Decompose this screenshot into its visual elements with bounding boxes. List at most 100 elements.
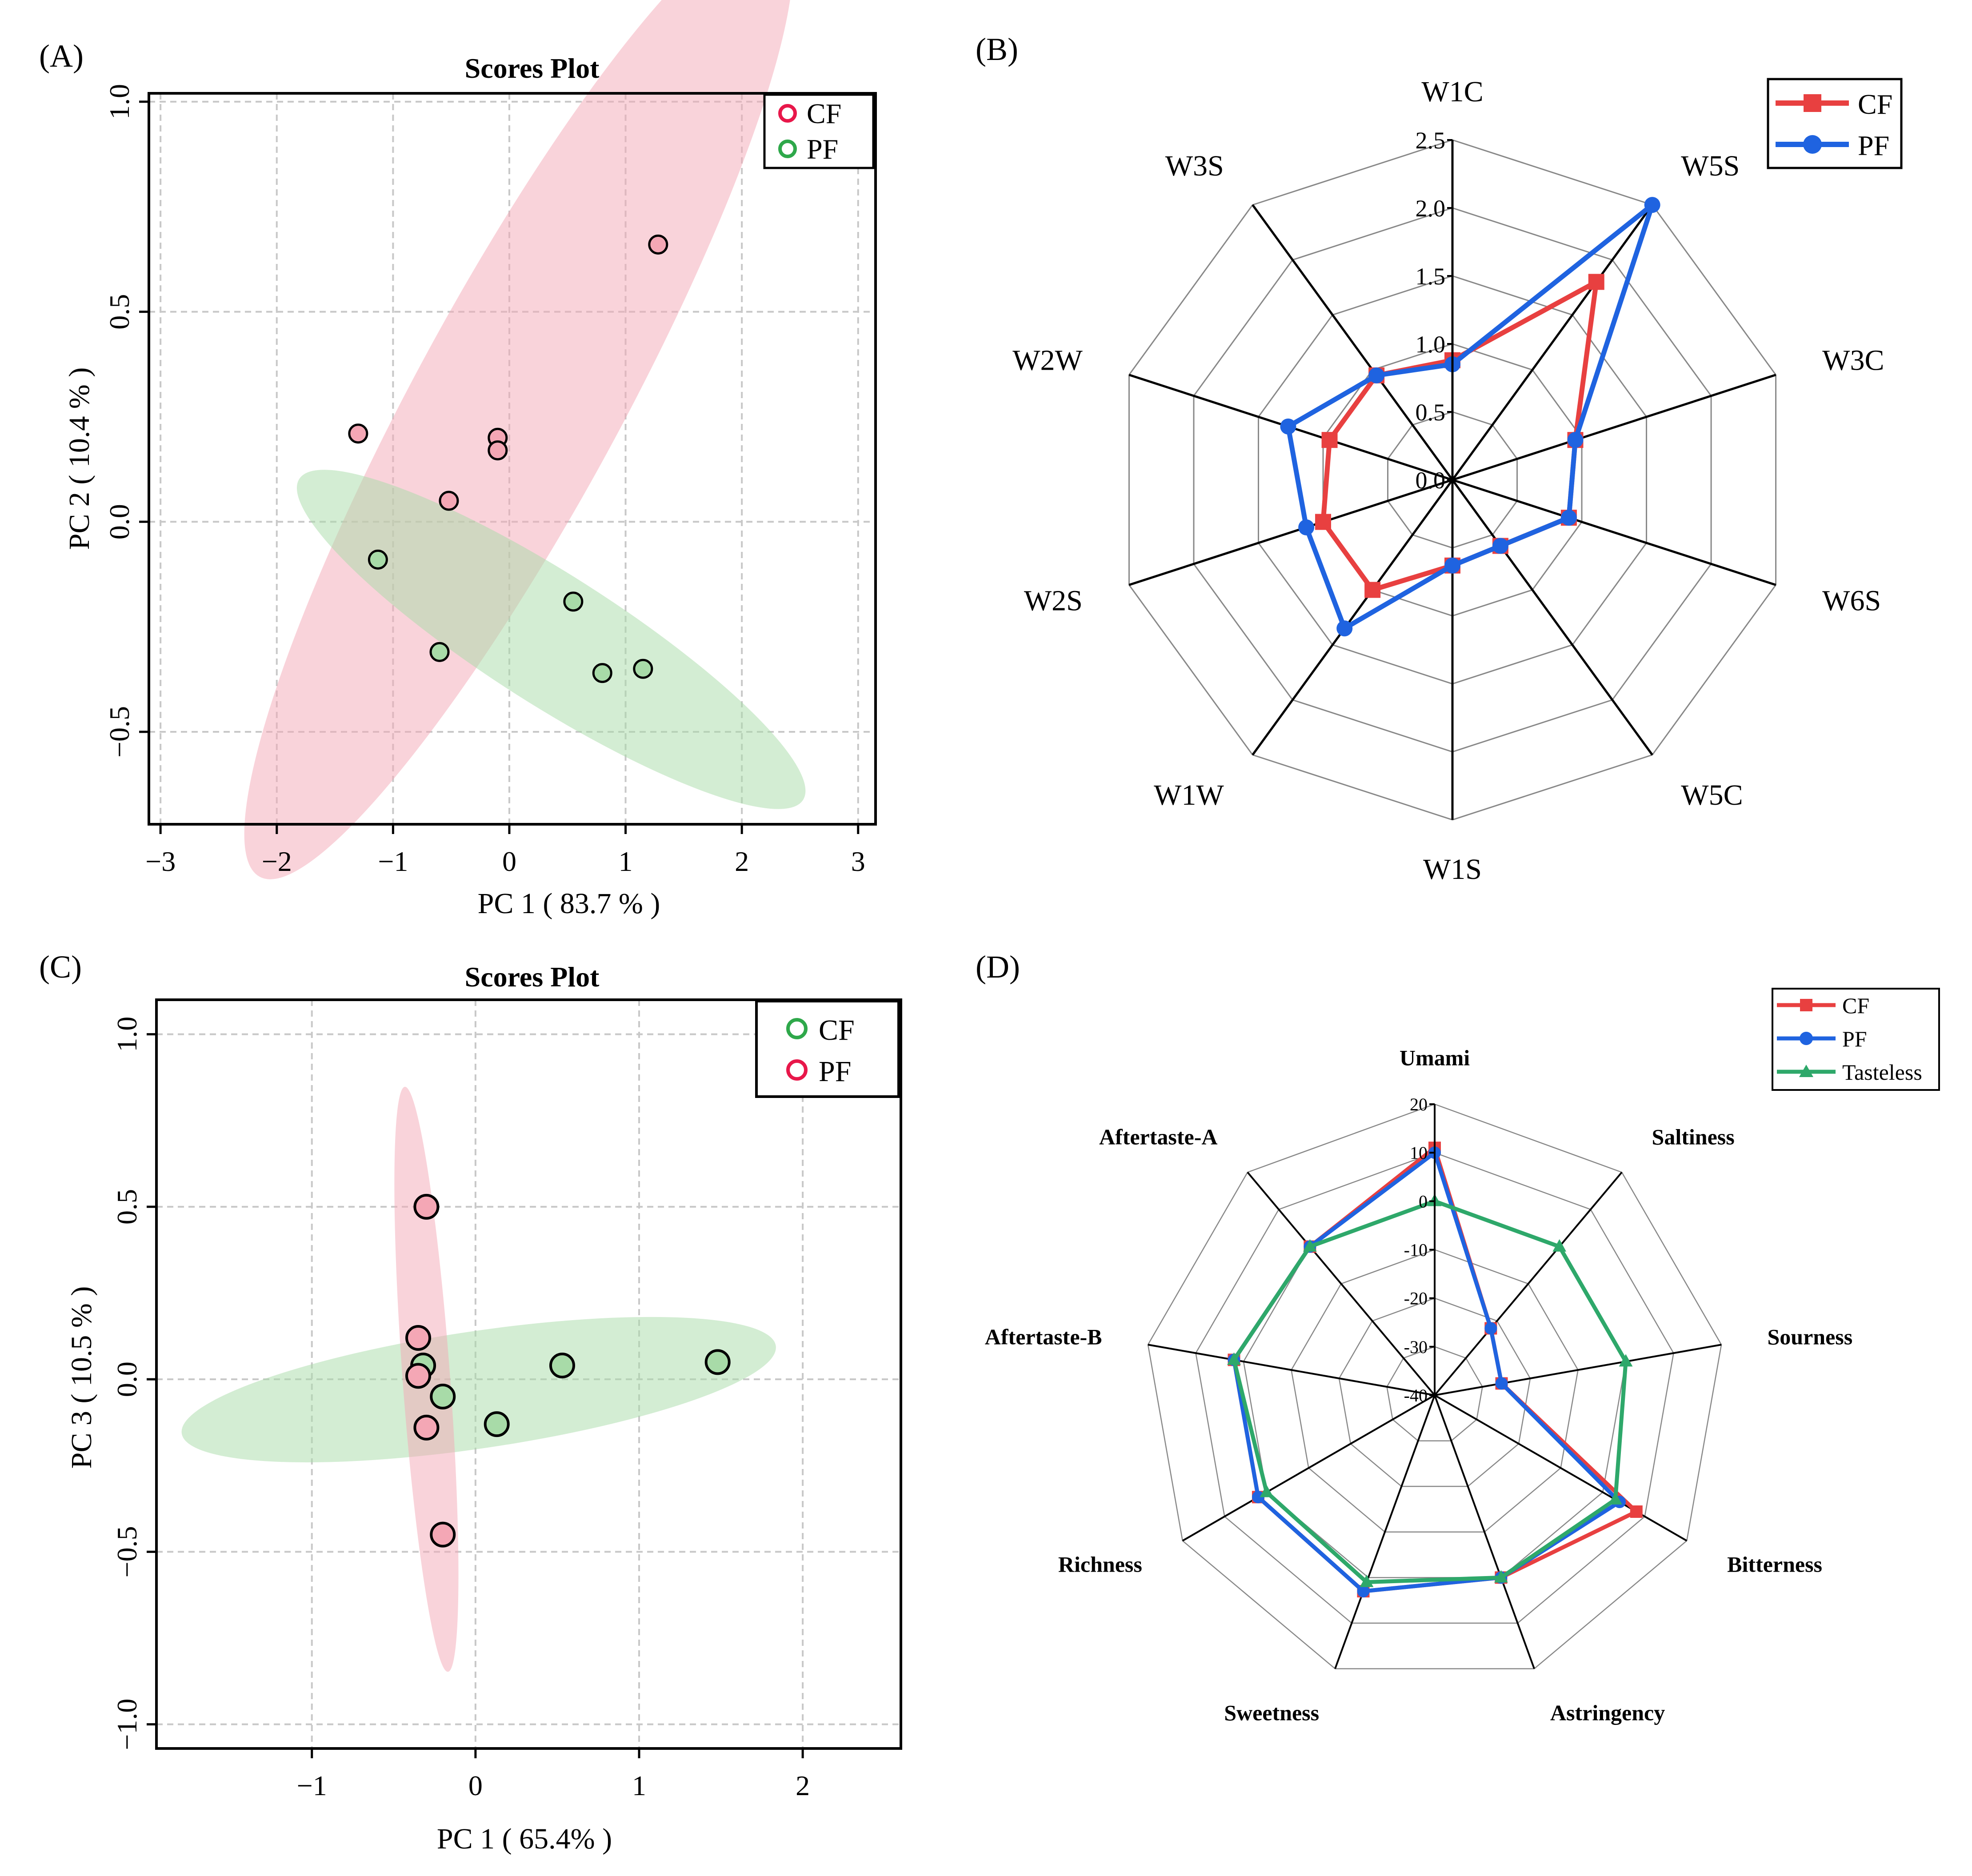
radial-tick-label: 0.0 [1416, 467, 1446, 494]
series-marker-pf [1336, 620, 1353, 637]
axis-label-umami: Umami [1400, 1046, 1470, 1070]
axis-label-richness: Richness [1058, 1552, 1142, 1577]
axis-label-w5s: W5S [1681, 150, 1740, 182]
panel-c-title: Scores Plot [465, 961, 600, 993]
axis-label-w1s: W1S [1423, 853, 1482, 886]
radar-spoke [1182, 1394, 1436, 1542]
radial-tick-label: 2.0 [1416, 195, 1446, 222]
panel-d: (D) -40 -30 -20 -10 0 10 20 Umami Saltiness Sour… [976, 949, 1940, 1725]
panel-c-legend-cf-label: CF [819, 1014, 855, 1046]
series-marker-tasteless [1360, 1574, 1374, 1587]
radar-ring [1195, 1152, 1674, 1624]
series-marker-pf [1357, 1585, 1370, 1598]
panel-c-ylabel: PC 3 ( 10.5 % ) [65, 1286, 98, 1469]
panel-a-xlabel: PC 1 ( 83.7 % ) [478, 887, 660, 920]
panel-a: (A) Scores Plot −3 −2 −1 0 1 2 3 −0.5 0.0 0.5 1.0… [39, 0, 877, 920]
radial-tick-label: 10 [1410, 1143, 1428, 1163]
series-marker-pf [1484, 1322, 1497, 1335]
panel-c-legend-box [755, 1000, 900, 1098]
radial-tick-label: 1.5 [1416, 263, 1446, 290]
panel-b-legend-cf-marker [1804, 94, 1821, 112]
y-tick-label: 1.0 [111, 1017, 143, 1052]
y-tick-label: 0.0 [104, 504, 135, 539]
panel-c-label: (C) [39, 949, 82, 985]
panel-b-legend-box [1767, 78, 1903, 169]
panel-c-y-axis: −1.0 −0.5 0.0 0.5 1.0 [111, 1017, 156, 1750]
panel-b-legend: CF PF [1767, 78, 1903, 169]
series-marker-pf [1495, 1377, 1508, 1390]
x-tick-label: 1 [619, 846, 633, 877]
x-tick-label: 2 [735, 846, 749, 877]
panel-b-radial-ticks: 0.0 0.5 1.0 1.5 2.0 2.5 [1416, 127, 1454, 494]
panel-a-legend-pf-marker [778, 140, 797, 158]
panel-c-legend: CF PF [755, 1000, 900, 1098]
x-tick-label: 3 [851, 846, 865, 877]
axis-label-w2w: W2W [1012, 344, 1083, 377]
confidence-ellipse-cf [244, 0, 793, 879]
panel-b-series [1280, 197, 1660, 637]
axis-label-bitterness: Bitterness [1727, 1552, 1822, 1577]
data-point-pf [413, 1414, 440, 1441]
radial-tick-label: -40 [1404, 1385, 1428, 1405]
radar-spoke [1334, 1395, 1436, 1669]
panel-d-radial-ticks: -40 -30 -20 -10 0 10 20 [1404, 1094, 1436, 1405]
x-tick-label: −3 [145, 846, 176, 877]
series-line-tasteless [1232, 1199, 1628, 1585]
data-point-pf [430, 1521, 456, 1548]
x-tick-label: 2 [796, 1770, 810, 1801]
radar-ring [1147, 1103, 1722, 1669]
panel-d-series [1227, 1142, 1643, 1598]
axis-label-w1c: W1C [1421, 76, 1483, 108]
series-marker-pf [1492, 538, 1508, 554]
axis-label-astringency: Astringency [1550, 1700, 1665, 1725]
panel-c: (C) Scores Plot −1 0 1 2 −1.0−0.50.00.51.0 … [39, 949, 902, 1855]
panel-c-x-axis: −1 0 1 2 [297, 1748, 810, 1801]
panel-a-legend-cf-marker [778, 104, 797, 123]
series-marker-pf [1560, 510, 1577, 526]
data-point-cf [704, 1349, 731, 1375]
radar-spoke [1452, 374, 1776, 481]
radar-spoke [1451, 204, 1653, 481]
data-point-cf [488, 440, 508, 461]
radar-spoke [1434, 1394, 1688, 1542]
axis-label-w6s: W6S [1822, 584, 1881, 617]
series-marker-pf [1252, 1491, 1264, 1504]
y-tick-label: −0.5 [111, 1526, 143, 1577]
panel-d-legend-pf-marker [1800, 1032, 1813, 1045]
data-point-cf [648, 234, 668, 255]
panel-a-points [348, 234, 668, 683]
panel-d-legend: CF PF Tasteless [1772, 988, 1940, 1091]
radial-tick-label: -20 [1404, 1289, 1428, 1309]
data-point-pf [592, 663, 612, 683]
series-marker-tasteless [1619, 1354, 1633, 1367]
radar-ring [1338, 1297, 1531, 1487]
panel-d-axis-labels: Umami Saltiness Sourness Bitterness Astringe… [985, 1046, 1852, 1725]
x-tick-label: 1 [632, 1770, 646, 1801]
x-tick-label: 0 [468, 1770, 483, 1801]
radar-spoke [1434, 1171, 1623, 1396]
panel-b-legend-pf-marker [1803, 135, 1822, 154]
panel-a-legend-pf-label: PF [807, 133, 838, 165]
panel-a-title: Scores Plot [465, 52, 600, 84]
series-marker-cf [1364, 582, 1381, 598]
panel-c-plot-frame [155, 998, 902, 1750]
axis-label-w1w: W1W [1154, 779, 1224, 811]
panel-c-legend-cf-marker [786, 1018, 808, 1039]
series-marker-pf [1280, 418, 1296, 435]
axis-label-aftertaste-a: Aftertaste-A [1099, 1124, 1218, 1149]
data-point-pf [633, 659, 653, 679]
y-tick-label: 0.5 [104, 294, 135, 330]
radial-tick-label: 20 [1410, 1094, 1428, 1114]
panel-a-y-axis: −0.5 0.0 0.5 1.0 [104, 84, 149, 758]
radar-spoke [1434, 1344, 1722, 1396]
y-tick-label: −1.0 [111, 1699, 143, 1750]
radial-tick-label: 2.5 [1416, 127, 1446, 154]
panel-c-points [405, 1193, 731, 1548]
series-marker-pf [1444, 557, 1460, 574]
series-marker-pf [1368, 367, 1385, 383]
x-tick-label: 0 [502, 846, 516, 877]
panel-d-label: (D) [976, 949, 1020, 985]
panel-c-legend-pf-marker [786, 1059, 808, 1081]
